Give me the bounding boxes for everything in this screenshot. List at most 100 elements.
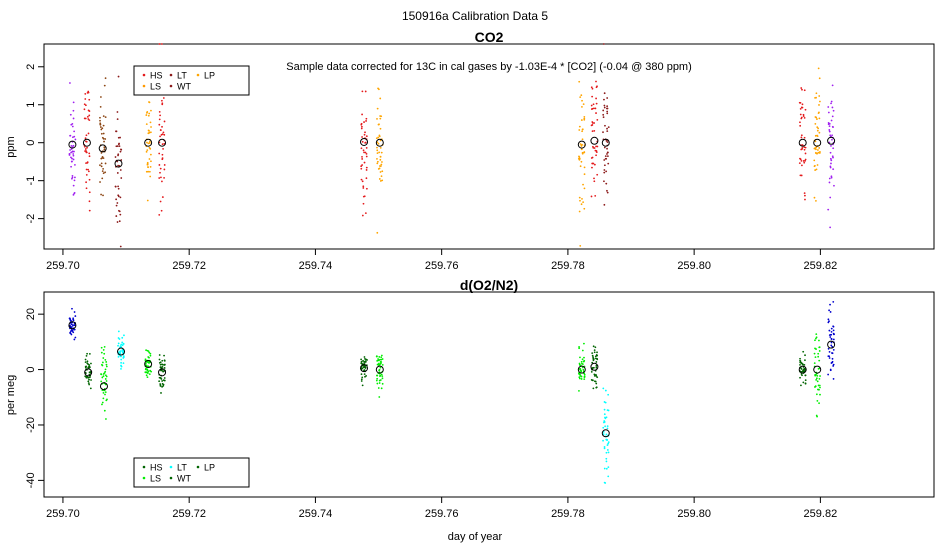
co2-data-point (593, 129, 596, 132)
o2n2-data-point (607, 451, 610, 454)
o2n2-data-point (591, 367, 594, 369)
co2-data-point (579, 199, 581, 202)
co2-data-point (603, 104, 606, 107)
co2-data-point (148, 112, 151, 115)
o2n2-data-point (607, 393, 610, 396)
o2n2-data-point (581, 366, 584, 369)
o2n2-xtick-label: 259.80 (677, 508, 711, 520)
o2n2-group-mean (798, 365, 807, 374)
o2n2-legend-marker (169, 465, 173, 469)
co2-data-point (158, 213, 161, 216)
o2n2-data-point (799, 376, 801, 379)
co2-data-point (578, 125, 581, 128)
co2-data-point (365, 147, 368, 149)
co2-data-point (102, 157, 105, 160)
co2-legend-marker (142, 84, 146, 88)
co2-data-point (579, 96, 582, 99)
co2-data-point (603, 171, 606, 174)
o2n2-data-point (101, 401, 104, 404)
co2-data-point (816, 135, 819, 138)
co2-data-point (827, 111, 830, 114)
o2n2-data-point (149, 369, 152, 372)
co2-data-point (365, 177, 368, 180)
co2-data-point (159, 171, 161, 174)
co2-data-point (365, 166, 368, 169)
co2-data-point (798, 162, 801, 164)
co2-data-point (364, 131, 366, 134)
co2-data-point (606, 105, 609, 108)
o2n2-data-point (84, 361, 87, 364)
co2-data-point (583, 116, 586, 118)
co2-data-point (158, 177, 161, 179)
co2-data-point (592, 162, 595, 165)
co2-data-point (578, 155, 580, 158)
co2-data-point (800, 148, 803, 151)
co2-data-point (590, 124, 593, 127)
o2n2-data-point (100, 380, 103, 383)
co2-data-point (88, 152, 91, 155)
co2-data-point (116, 172, 119, 174)
co2-data-point (591, 166, 593, 169)
co2-data-point (361, 164, 364, 166)
o2n2-data-point (159, 383, 162, 385)
co2-data-point (159, 114, 162, 117)
co2-ytick-label: -2 (25, 214, 37, 224)
co2-data-point (379, 158, 382, 161)
co2-data-point (120, 177, 123, 179)
co2-ytick-label: 1 (25, 102, 37, 108)
co2-data-point (606, 130, 609, 133)
o2n2-data-point (122, 343, 125, 345)
o2n2-data-point (104, 393, 106, 396)
co2-data-point (101, 177, 104, 180)
co2-data-point (376, 152, 379, 154)
o2n2-data-point (800, 384, 802, 387)
o2n2-data-point (84, 365, 87, 368)
o2n2-data-point (603, 446, 606, 448)
o2n2-data-point (70, 333, 73, 336)
o2n2-data-point (815, 393, 818, 396)
o2n2-data-point (580, 360, 583, 363)
o2n2-data-point (378, 356, 381, 358)
o2n2-group-mean (375, 365, 384, 374)
co2-data-point (578, 210, 581, 213)
o2n2-data-point (583, 342, 585, 345)
co2-data-point (595, 112, 597, 114)
o2n2-group-mean (360, 364, 369, 373)
co2-data-point (592, 103, 595, 106)
o2n2-data-point (832, 348, 835, 351)
co2-data-point (607, 126, 610, 129)
o2n2-data-point (100, 346, 103, 349)
co2-data-point (596, 145, 599, 148)
co2-data-point (72, 193, 75, 196)
o2n2-data-point (829, 336, 832, 338)
o2n2-x-axis: 259.70 259.72 259.74 259.76 259.78 259.80 259.… (46, 497, 837, 520)
co2-data-point (72, 117, 75, 120)
o2n2-data-point (105, 365, 108, 368)
co2-data-point (803, 161, 806, 164)
co2-data-point (595, 80, 597, 83)
o2n2-data-point (828, 320, 830, 323)
co2-data-point (161, 143, 164, 146)
co2-data-point (592, 147, 595, 149)
co2-data-point (606, 97, 609, 99)
o2n2-data-point (592, 379, 594, 382)
co2-data-point (145, 170, 148, 173)
o2n2-data-point (365, 374, 368, 377)
co2-data-point (801, 103, 804, 106)
co2-data-point (361, 155, 363, 158)
o2n2-group-mean (827, 340, 836, 349)
o2n2-data-point (104, 374, 107, 377)
co2-data-point (87, 109, 90, 112)
co2-data-point (99, 116, 101, 119)
co2-data-point (801, 144, 804, 146)
o2n2-data-point (88, 376, 91, 379)
co2-data-point (800, 116, 803, 119)
co2-data-point (364, 90, 367, 93)
co2-data-point (361, 125, 363, 128)
co2-data-point (158, 118, 161, 121)
o2n2-data-point (72, 319, 75, 322)
co2-data-point (816, 126, 819, 129)
co2-data-point (85, 140, 88, 143)
co2-data-point (814, 140, 817, 143)
